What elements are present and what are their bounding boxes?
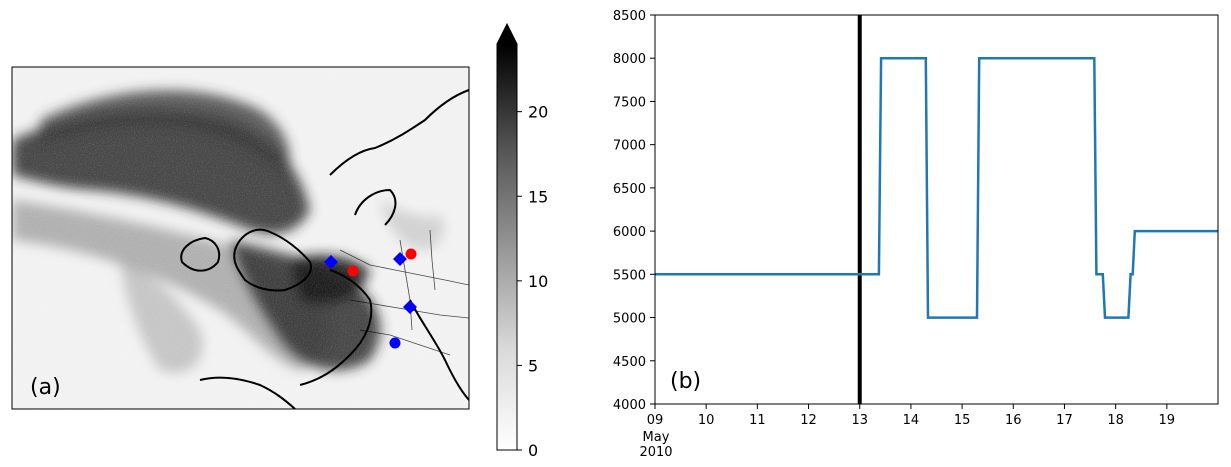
line-plot-frame	[654, 14, 1219, 405]
y-tick-label: 7500	[613, 95, 646, 110]
x-tick-label: 09	[647, 413, 664, 428]
panel-label-b: (b)	[670, 369, 701, 394]
y-tick-label: 7000	[613, 139, 646, 154]
x-tick-label: 16	[1005, 413, 1022, 428]
ash-plume	[12, 67, 469, 409]
x-tick-label: 18	[1107, 413, 1124, 428]
y-tick-label: 5500	[613, 268, 646, 283]
x-axis-ticks: 09 10 11 12 13 14 15 16 17 18 19	[647, 404, 1175, 428]
colorbar-tick-label: 15	[528, 187, 548, 206]
site-marker-circle	[347, 265, 359, 277]
site-markers	[324, 248, 417, 349]
colorbar-outline	[496, 22, 518, 451]
x-tick-label: 19	[1159, 413, 1176, 428]
x-tick-label: 11	[749, 413, 766, 428]
y-tick-label: 6500	[613, 182, 646, 197]
colorbar-tick-label: 5	[528, 356, 538, 375]
x-tick-sublabel-month: May	[643, 430, 670, 445]
y-tick-label: 5000	[613, 312, 646, 327]
x-tick-label: 17	[1056, 413, 1073, 428]
site-marker-diamond	[324, 255, 338, 269]
y-tick-label: 8500	[613, 9, 646, 24]
y-axis-ticks: 4000 4500 5000 5500 6000 6500 7000 7500 8000 8500	[613, 9, 655, 413]
colorbar-tick-label: 0	[528, 441, 538, 460]
colorbar-extend-triangle	[497, 24, 517, 44]
colorbar-tick-label: 10	[528, 272, 548, 291]
x-tick-label: 12	[800, 413, 817, 428]
colorbar: 0 5 10 15 20	[496, 22, 548, 460]
colorbar-tick-label: 20	[528, 103, 548, 122]
x-tick-sublabel-year: 2010	[639, 445, 672, 460]
coastlines	[180, 89, 469, 409]
map-panel: (a)	[11, 66, 470, 410]
y-tick-label: 6000	[613, 225, 646, 240]
site-marker-circle	[389, 337, 401, 349]
x-tick-label: 13	[851, 413, 868, 428]
y-tick-label: 4000	[613, 398, 646, 413]
series-line	[655, 56, 1218, 319]
line-panel: 4000 4500 5000 5500 6000 6500 7000 7500 8000 8500…	[613, 9, 1219, 460]
map-frame	[11, 66, 470, 410]
site-marker-diamond	[393, 252, 407, 266]
x-tick-label: 14	[903, 413, 920, 428]
colorbar-gradient	[497, 44, 517, 450]
site-marker-diamond	[403, 300, 417, 314]
colorbar-ticks: 0 5 10 15 20	[517, 103, 548, 460]
y-tick-label: 8000	[613, 52, 646, 67]
y-tick-label: 4500	[613, 355, 646, 370]
x-tick-label: 10	[698, 413, 715, 428]
x-tick-label: 15	[954, 413, 971, 428]
site-marker-circle	[405, 248, 417, 260]
panel-label-a: (a)	[30, 375, 61, 400]
